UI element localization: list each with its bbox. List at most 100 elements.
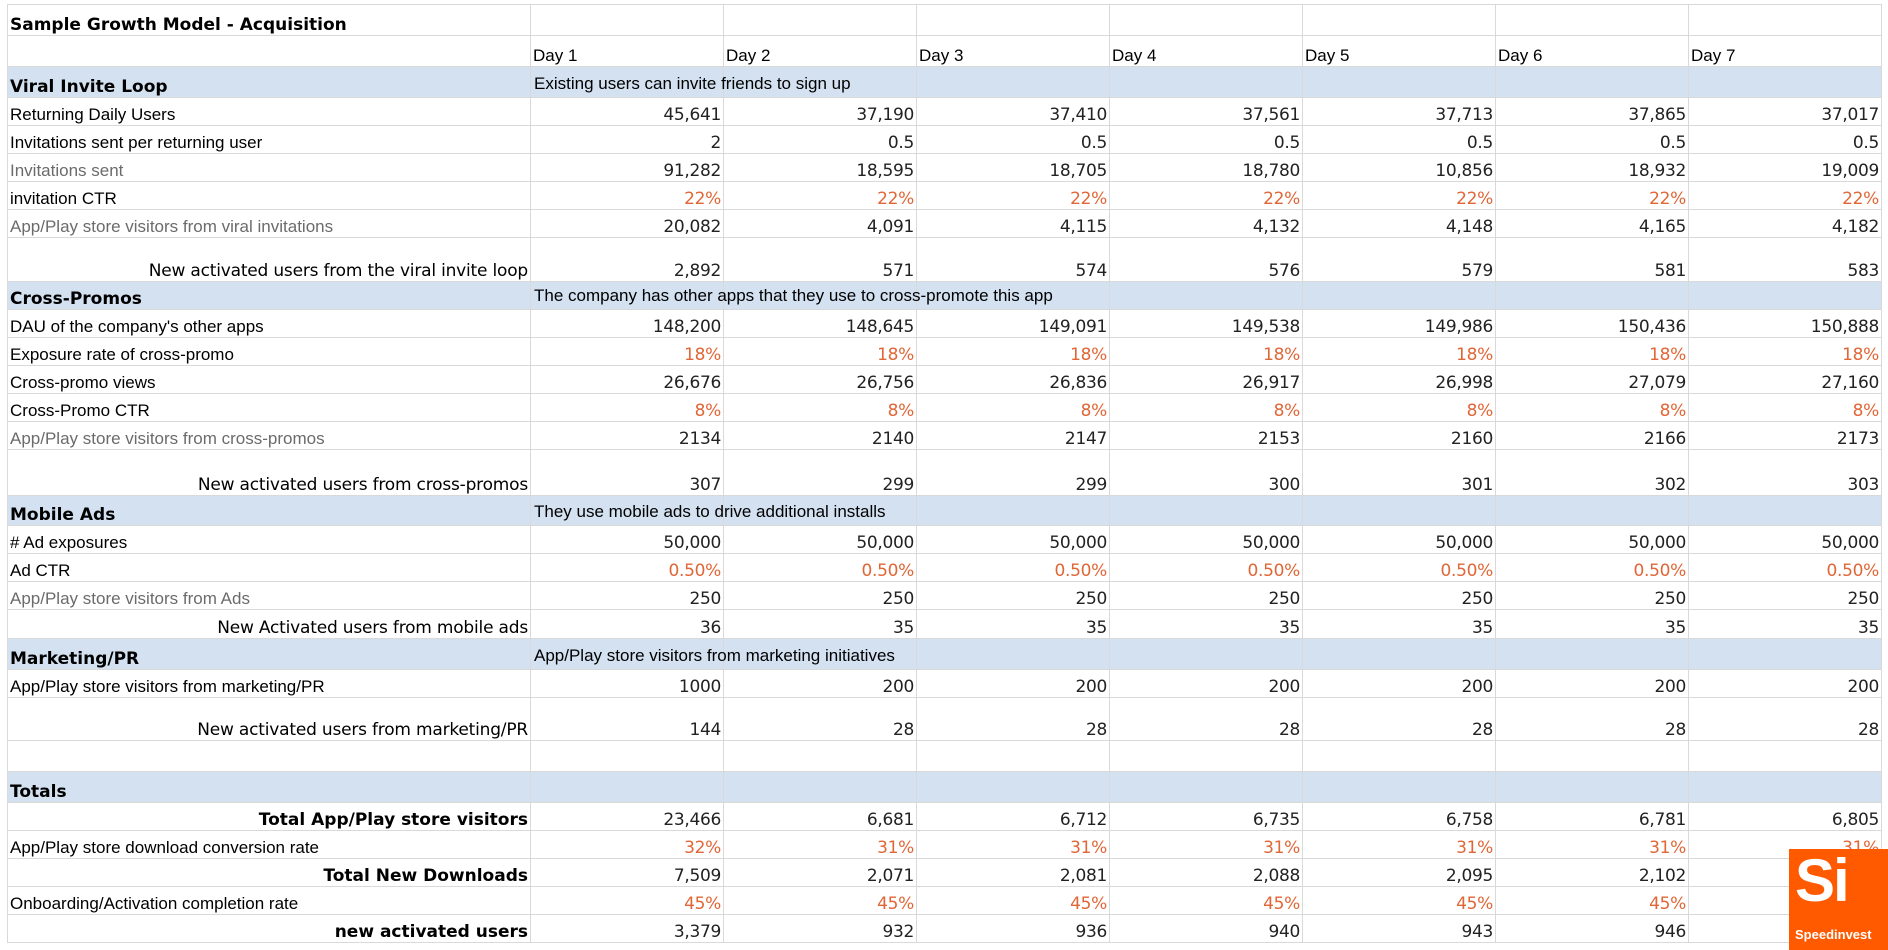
row-label[interactable]: # Ad exposures [7, 525, 531, 554]
value-cell[interactable]: 7,509 [530, 858, 724, 887]
value-cell[interactable]: 1000 [530, 669, 724, 698]
value-cell[interactable]: 18% [1109, 337, 1303, 366]
cell[interactable] [530, 740, 724, 772]
value-cell[interactable]: 8% [1302, 393, 1496, 422]
row-label[interactable]: Invitations sent [7, 153, 531, 182]
value-cell[interactable]: 45% [1109, 886, 1303, 915]
value-cell[interactable]: 31% [916, 830, 1110, 859]
cell[interactable] [1302, 66, 1496, 98]
value-cell[interactable]: 6,681 [723, 802, 917, 831]
value-cell[interactable]: 200 [1109, 669, 1303, 698]
cell[interactable] [1109, 740, 1303, 772]
value-cell[interactable]: 2 [530, 125, 724, 154]
value-cell[interactable]: 23,466 [530, 802, 724, 831]
row-label[interactable]: Exposure rate of cross-promo [7, 337, 531, 366]
value-cell[interactable]: 50,000 [723, 525, 917, 554]
summary-value[interactable]: 303 [1688, 449, 1882, 496]
day-header[interactable]: Day 7 [1688, 35, 1882, 67]
cell[interactable] [723, 638, 917, 670]
value-cell[interactable]: 0.50% [1688, 553, 1882, 582]
cell[interactable] [1109, 281, 1303, 310]
value-cell[interactable]: 8% [1109, 393, 1303, 422]
row-label[interactable]: App/Play store download conversion rate [7, 830, 531, 859]
value-cell[interactable]: 18% [530, 337, 724, 366]
value-cell[interactable]: 8% [723, 393, 917, 422]
value-cell[interactable]: 4,091 [723, 209, 917, 238]
cell[interactable] [916, 66, 1110, 98]
value-cell[interactable]: 18,932 [1495, 153, 1689, 182]
row-label[interactable]: invitation CTR [7, 181, 531, 210]
summary-value[interactable]: 581 [1495, 237, 1689, 282]
cell[interactable] [1495, 495, 1689, 526]
value-cell[interactable]: 6,758 [1302, 802, 1496, 831]
value-cell[interactable]: 6,781 [1495, 802, 1689, 831]
value-cell[interactable]: 0.5 [1495, 125, 1689, 154]
value-cell[interactable]: 200 [1302, 669, 1496, 698]
value-cell[interactable]: 250 [1495, 581, 1689, 610]
summary-label[interactable]: New activated users from cross-promos [7, 449, 531, 496]
summary-value[interactable]: 36 [530, 609, 724, 639]
value-cell[interactable]: 149,986 [1302, 309, 1496, 338]
day-header[interactable]: Day 1 [530, 35, 724, 67]
value-cell[interactable]: 200 [1688, 669, 1882, 698]
value-cell[interactable]: 26,756 [723, 365, 917, 394]
value-cell[interactable]: 31% [723, 830, 917, 859]
value-cell[interactable]: 45,641 [530, 97, 724, 126]
value-cell[interactable]: 2153 [1109, 421, 1303, 450]
summary-value[interactable]: 35 [1688, 609, 1882, 639]
value-cell[interactable]: 2160 [1302, 421, 1496, 450]
value-cell[interactable]: 37,561 [1109, 97, 1303, 126]
summary-label[interactable]: New activated users from the viral invit… [7, 237, 531, 282]
value-cell[interactable]: 27,160 [1688, 365, 1882, 394]
summary-value[interactable]: 28 [1302, 697, 1496, 741]
cell[interactable] [1495, 771, 1689, 803]
value-cell[interactable]: 22% [1109, 181, 1303, 210]
cell[interactable] [723, 66, 917, 98]
cell[interactable] [1495, 740, 1689, 772]
value-cell[interactable]: 18% [723, 337, 917, 366]
summary-value[interactable]: 583 [1688, 237, 1882, 282]
cell[interactable] [1302, 4, 1496, 36]
value-cell[interactable]: 50,000 [1109, 525, 1303, 554]
value-cell[interactable]: 26,998 [1302, 365, 1496, 394]
summary-value[interactable]: 144 [530, 697, 724, 741]
value-cell[interactable]: 37,713 [1302, 97, 1496, 126]
section-description-cell[interactable]: They use mobile ads to drive additional … [530, 495, 886, 526]
value-cell[interactable]: 26,676 [530, 365, 724, 394]
cell[interactable] [723, 771, 917, 803]
row-label[interactable]: App/Play store visitors from cross-promo… [7, 421, 531, 450]
value-cell[interactable]: 2166 [1495, 421, 1689, 450]
value-cell[interactable]: 50,000 [530, 525, 724, 554]
value-cell[interactable]: 50,000 [1495, 525, 1689, 554]
value-cell[interactable]: 20,082 [530, 209, 724, 238]
value-cell[interactable]: 27,079 [1495, 365, 1689, 394]
summary-value[interactable]: 28 [916, 697, 1110, 741]
cell[interactable] [1109, 771, 1303, 803]
value-cell[interactable]: 37,190 [723, 97, 917, 126]
day-header[interactable]: Day 2 [723, 35, 917, 67]
cell[interactable] [1302, 638, 1496, 670]
value-cell[interactable]: 45% [530, 886, 724, 915]
summary-value[interactable]: 307 [530, 449, 724, 496]
row-label[interactable]: App/Play store visitors from viral invit… [7, 209, 531, 238]
day-header[interactable]: Day 6 [1495, 35, 1689, 67]
value-cell[interactable]: 91,282 [530, 153, 724, 182]
value-cell[interactable]: 18,595 [723, 153, 917, 182]
value-cell[interactable]: 0.5 [1109, 125, 1303, 154]
summary-value[interactable]: 35 [1109, 609, 1303, 639]
cell[interactable] [1109, 495, 1303, 526]
value-cell[interactable]: 0.5 [916, 125, 1110, 154]
cell[interactable] [1109, 4, 1303, 36]
value-cell[interactable]: 250 [1302, 581, 1496, 610]
value-cell[interactable]: 22% [1688, 181, 1882, 210]
value-cell[interactable]: 0.5 [723, 125, 917, 154]
day-header[interactable]: Day 5 [1302, 35, 1496, 67]
value-cell[interactable]: 50,000 [1302, 525, 1496, 554]
cell[interactable] [1109, 66, 1303, 98]
value-cell[interactable]: 0.50% [916, 553, 1110, 582]
cell[interactable] [1688, 740, 1882, 772]
summary-value[interactable]: 299 [723, 449, 917, 496]
value-cell[interactable]: 19,009 [1688, 153, 1882, 182]
row-label[interactable]: Onboarding/Activation completion rate [7, 886, 531, 915]
value-cell[interactable]: 8% [1688, 393, 1882, 422]
